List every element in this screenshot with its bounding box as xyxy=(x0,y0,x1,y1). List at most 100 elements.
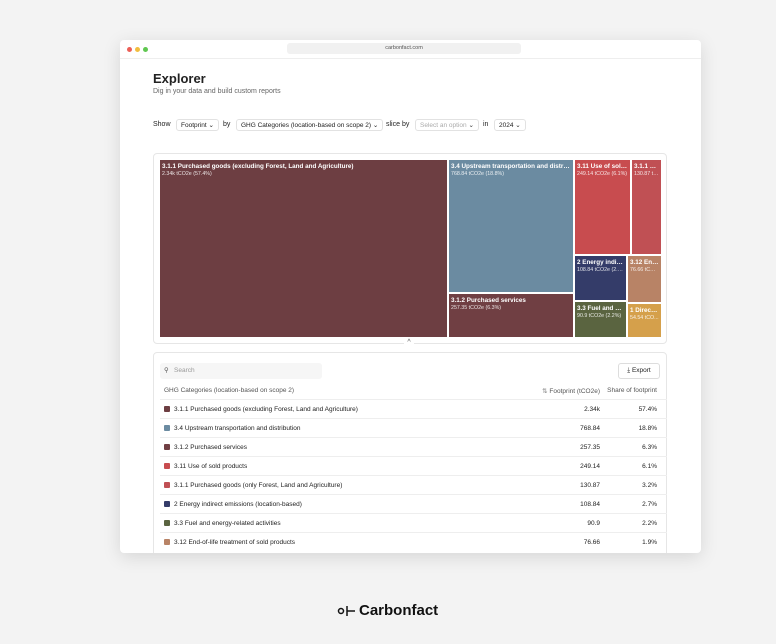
row-footprint: 257.35 xyxy=(580,444,600,451)
dimension-dropdown[interactable]: GHG Categories (location-based on scope … xyxy=(236,119,384,131)
row-name: 3.4 Upstream transportation and distribu… xyxy=(174,425,301,432)
title-bar xyxy=(120,40,701,59)
treemap-panel: 3.1.1 Purchased goods (excluding Forest,… xyxy=(153,153,667,344)
slice-dropdown[interactable]: Select an option ⌄ xyxy=(415,119,479,131)
treemap-tile[interactable]: 3.1.2 Purchased services 257.35 tCO2e (6.… xyxy=(449,294,573,337)
maximize-dot[interactable] xyxy=(143,47,148,52)
dropdown-placeholder: Select an option xyxy=(420,122,467,129)
treemap-tile[interactable]: 2 Energy indirect emissions (location-ba… xyxy=(575,256,626,300)
row-name: 3.1.1 Purchased goods (only Forest, Land… xyxy=(174,482,343,489)
tile-label: 3.1.1 Purchased goods (excluding Forest,… xyxy=(162,163,354,170)
row-footprint: 108.84 xyxy=(580,501,600,508)
row-name: 3.12 End-of-life treatment of sold produ… xyxy=(174,539,296,546)
page-title: Explorer xyxy=(153,71,206,86)
treemap-tile[interactable]: 3.4 Upstream transportation and distribu… xyxy=(449,160,573,292)
treemap-tile[interactable]: 3.3 Fuel and energy-related activities90… xyxy=(575,302,626,337)
browser-window: carbonfact.com Explorer Dig in your data… xyxy=(120,40,701,553)
column-header-text: Footprint (tCO2e) xyxy=(549,388,600,395)
tile-value: 249.14 tCO2e (6.1%) xyxy=(577,171,628,177)
row-name: 3.11 Use of sold products xyxy=(174,463,248,470)
table-panel xyxy=(153,352,667,553)
tile-value: 2.34k tCO2e (57.4%) xyxy=(162,171,212,177)
row-name: 3.3 Fuel and energy-related activities xyxy=(174,520,281,527)
table-row[interactable]: 3.12 End-of-life treatment of sold produ… xyxy=(160,532,667,552)
dropdown-value: 2024 xyxy=(499,122,514,129)
row-name: 2 Energy indirect emissions (location-ba… xyxy=(174,501,302,508)
close-dot[interactable] xyxy=(127,47,132,52)
color-swatch xyxy=(164,444,170,450)
table-row[interactable]: 3.4 Upstream transportation and distribu… xyxy=(160,418,667,438)
export-label: Export xyxy=(631,367,651,374)
in-label: in xyxy=(483,121,489,128)
tile-label: 3.11 Use of sold products xyxy=(577,163,628,170)
tile-value: 108.84 tCO2e (2.7%) xyxy=(577,267,624,273)
row-name: 3.1.2 Purchased services xyxy=(174,444,247,451)
tile-value: 54.54 tCO... xyxy=(630,315,659,321)
row-name: 3.1.1 Purchased goods (excluding Forest,… xyxy=(174,406,358,413)
column-header[interactable]: ⇅ Footprint (tCO2e) xyxy=(542,388,600,395)
color-swatch xyxy=(164,463,170,469)
minimize-dot[interactable] xyxy=(135,47,140,52)
tile-label: 3.1.1 Purchased goods (only Forest, Land… xyxy=(634,163,659,170)
tile-value: 76.66 tCO2e (1.9%) xyxy=(630,267,659,273)
tile-label: 1 Direct ... xyxy=(630,307,659,314)
row-share: 1.9% xyxy=(642,539,657,546)
table-row[interactable]: 3.3 Fuel and energy-related activities 90… xyxy=(160,513,667,533)
year-dropdown[interactable]: 2024 ⌄ xyxy=(494,119,526,131)
color-swatch xyxy=(164,425,170,431)
row-share: 3.2% xyxy=(642,482,657,489)
row-footprint: 249.14 xyxy=(580,463,600,470)
table-row[interactable]: 3.11 Use of sold products 249.14 6.1% xyxy=(160,456,667,476)
row-share: 18.8% xyxy=(638,425,657,432)
row-footprint: 768.84 xyxy=(580,425,600,432)
tile-value: 90.9 tCO2e (2.2%) xyxy=(577,313,622,319)
treemap-tile[interactable]: 3.1.1 Purchased goods (only Forest, Land… xyxy=(632,160,661,254)
dropdown-value: Footprint xyxy=(181,122,207,129)
search-input[interactable]: ⚲ Search xyxy=(160,363,322,379)
row-footprint: 90.9 xyxy=(587,520,600,527)
collapse-toggle[interactable]: ^ xyxy=(404,338,414,348)
row-share: 6.3% xyxy=(642,444,657,451)
table-row[interactable]: 3.1.1 Purchased goods (excluding Forest,… xyxy=(160,399,667,419)
column-header: Share of footprint xyxy=(607,387,657,394)
row-share: 6.1% xyxy=(642,463,657,470)
tile-value: 768.84 tCO2e (18.8%) xyxy=(451,171,504,177)
color-swatch xyxy=(164,539,170,545)
row-share: 2.7% xyxy=(642,501,657,508)
brand-icon xyxy=(337,606,355,616)
measure-dropdown[interactable]: Footprint ⌄ xyxy=(176,119,219,131)
treemap-tile[interactable]: 3.1.1 Purchased goods (excluding Forest,… xyxy=(160,160,447,337)
url-bar[interactable]: carbonfact.com xyxy=(287,43,521,54)
tile-label: 3.1.2 Purchased services xyxy=(451,297,526,304)
export-button[interactable]: ⤓ Export xyxy=(618,363,660,379)
tile-label: 2 Energy indirect emissions (location-ba… xyxy=(577,259,624,266)
row-share: 57.4% xyxy=(638,406,657,413)
tile-value: 130.87 tCO2e (3.2%) xyxy=(634,171,659,177)
table-row[interactable]: 2 Energy indirect emissions (location-ba… xyxy=(160,494,667,514)
column-header: GHG Categories (location-based on scope … xyxy=(164,387,295,394)
tile-label: 3.12 End-of-life treatment of sold produ… xyxy=(630,259,659,266)
row-share: 2.2% xyxy=(642,520,657,527)
search-icon: ⚲ xyxy=(164,367,169,374)
slice-label: slice by xyxy=(386,121,410,128)
show-label: Show xyxy=(153,121,171,128)
tile-label: 3.4 Upstream transportation and distribu… xyxy=(451,163,571,170)
row-footprint: 2.34k xyxy=(584,406,600,413)
table-row[interactable]: 3.1.2 Purchased services 257.35 6.3% xyxy=(160,437,667,457)
row-footprint: 130.87 xyxy=(580,482,600,489)
color-swatch xyxy=(164,406,170,412)
page-subtitle: Dig in your data and build custom report… xyxy=(153,88,281,95)
color-swatch xyxy=(164,482,170,488)
tile-value: 257.35 tCO2e (6.3%) xyxy=(451,305,502,311)
table-row[interactable]: 3.1.1 Purchased goods (only Forest, Land… xyxy=(160,475,667,495)
row-footprint: 76.66 xyxy=(583,539,600,546)
color-swatch xyxy=(164,520,170,526)
treemap-tile[interactable]: 3.12 End-of-life treatment of sold produ… xyxy=(628,256,661,302)
by-label: by xyxy=(223,121,231,128)
color-swatch xyxy=(164,501,170,507)
treemap-tile[interactable]: 1 Direct ... 54.54 tCO... xyxy=(628,304,661,337)
dropdown-value: GHG Categories (location-based on scope … xyxy=(241,122,372,129)
tile-label: 3.3 Fuel and energy-related activities xyxy=(577,305,624,312)
